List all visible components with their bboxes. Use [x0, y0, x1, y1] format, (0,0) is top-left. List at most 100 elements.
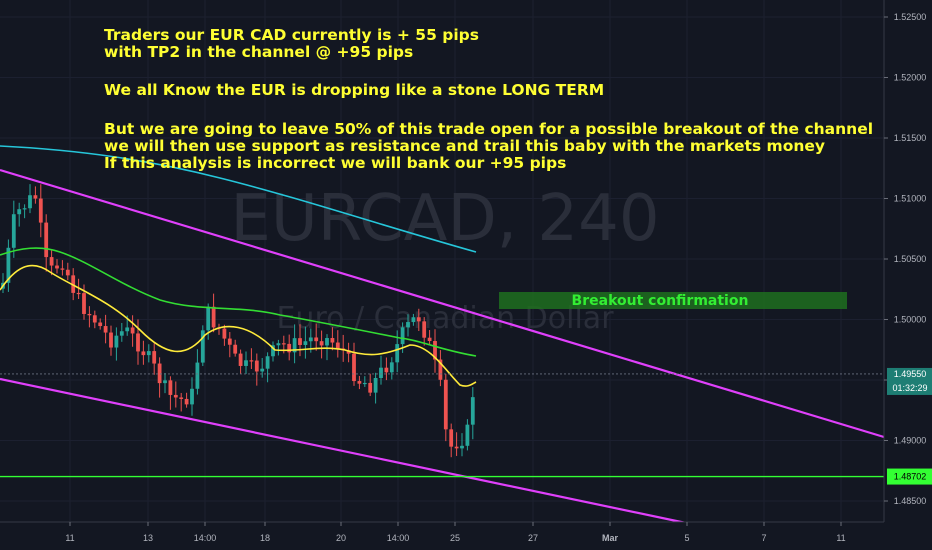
- candle-body: [206, 306, 211, 331]
- y-axis-panel[interactable]: [884, 0, 932, 522]
- candle-body: [233, 344, 238, 354]
- candle-body: [200, 330, 205, 363]
- candle-body: [103, 326, 108, 333]
- candle-body: [152, 351, 157, 364]
- candle-body: [433, 341, 437, 360]
- x-axis-ticks: 11 13 14:00 18 20 14:00 25 27 Mar 5 7 11: [65, 522, 846, 543]
- x-tick-label: 13: [143, 533, 153, 543]
- candle-body: [298, 338, 302, 345]
- candle-body: [65, 269, 70, 276]
- watermark-title: EURCAD, 240: [230, 182, 659, 256]
- candle-body: [76, 292, 81, 295]
- y-tick-label: 1.50500: [894, 254, 927, 264]
- candle-body: [157, 363, 162, 384]
- candle-body: [22, 208, 27, 210]
- candle-body: [422, 321, 427, 338]
- candle-body: [130, 327, 135, 334]
- candle-body: [38, 198, 43, 223]
- candle-body: [168, 380, 173, 395]
- x-tick-label: 18: [260, 533, 270, 543]
- annotation-line: with TP2 in the channel @ +95 pips: [104, 43, 413, 61]
- candle-body: [303, 341, 308, 345]
- candle-body: [114, 335, 119, 348]
- x-tick-label: 14:00: [387, 533, 410, 543]
- candle-body: [184, 398, 189, 405]
- y-tick-label: 1.52500: [894, 12, 927, 22]
- candle-body: [449, 429, 454, 447]
- candle-body: [265, 356, 270, 369]
- candle-body: [325, 338, 329, 346]
- ma-fast-line[interactable]: [0, 264, 477, 387]
- candle-body: [33, 195, 38, 199]
- x-tick-label: 5: [684, 533, 689, 543]
- channel-lower-line[interactable]: [0, 377, 687, 525]
- candle-body: [211, 306, 216, 328]
- candle-body: [222, 328, 227, 339]
- candle-body: [330, 338, 335, 343]
- candle-body: [427, 337, 432, 342]
- annotation-line: Traders our EUR CAD currently is + 55 pi…: [104, 26, 479, 44]
- candle-body: [254, 360, 259, 372]
- candle-body: [292, 338, 297, 353]
- candle-body: [173, 394, 178, 398]
- candle-body: [287, 343, 292, 353]
- candle-body: [400, 327, 405, 345]
- y-tick-label: 1.51000: [894, 194, 927, 204]
- candle-body: [195, 362, 200, 389]
- candle-body: [465, 424, 470, 446]
- support-price-label[interactable]: 1.48702: [887, 468, 932, 485]
- candle-body: [92, 315, 97, 323]
- candle-body: [389, 362, 394, 373]
- gridlines: [0, 0, 884, 522]
- candle-body: [460, 445, 464, 449]
- candle-body: [281, 343, 286, 345]
- candle-body: [260, 368, 265, 372]
- candle-body: [395, 344, 400, 363]
- candle-body: [335, 342, 340, 349]
- candle-body: [438, 359, 443, 380]
- candle-body: [406, 322, 410, 328]
- current-price-tag: [887, 367, 932, 395]
- candle-body: [314, 337, 319, 342]
- candle-body: [109, 332, 113, 348]
- candle-body: [190, 388, 194, 405]
- candle-body: [470, 397, 475, 425]
- candle-body: [249, 360, 254, 362]
- breakout-zone[interactable]: [499, 292, 847, 309]
- candle-body: [98, 322, 103, 327]
- candle-body: [319, 341, 324, 346]
- x-tick-label: 27: [528, 533, 538, 543]
- annotation-text: Traders our EUR CAD currently is + 55 pi…: [104, 26, 873, 172]
- x-tick-label: 20: [336, 533, 346, 543]
- candle-body: [60, 268, 65, 270]
- ma-slow-line[interactable]: [0, 145, 477, 253]
- channel-upper-line[interactable]: [0, 168, 885, 439]
- candle-body: [346, 350, 351, 354]
- candle-body: [163, 380, 167, 384]
- candle-body: [82, 293, 86, 314]
- candle-body: [416, 317, 421, 322]
- support-price-tag: [887, 468, 932, 485]
- y-tick-label: 1.49000: [894, 436, 927, 446]
- candle-body: [244, 360, 248, 366]
- x-tick-label: 11: [65, 533, 74, 543]
- x-tick-label: Mar: [602, 533, 619, 543]
- candle-body: [443, 379, 448, 430]
- y-tick-label: 1.48500: [894, 496, 927, 506]
- x-axis-panel[interactable]: [0, 522, 932, 550]
- candle-body: [384, 367, 389, 373]
- candle-body: [119, 331, 124, 336]
- ma-mid-line[interactable]: [0, 247, 477, 357]
- current-price-label[interactable]: 1.49550 01:32:29: [887, 367, 932, 395]
- candle-body: [28, 195, 32, 209]
- x-tick-label: 14:00: [194, 533, 217, 543]
- candle-body: [49, 257, 54, 266]
- candle-body: [308, 337, 313, 342]
- candle-body: [373, 378, 378, 393]
- support-price-value: 1.48702: [894, 472, 927, 482]
- candle-body: [352, 353, 356, 382]
- candle-body: [271, 345, 275, 357]
